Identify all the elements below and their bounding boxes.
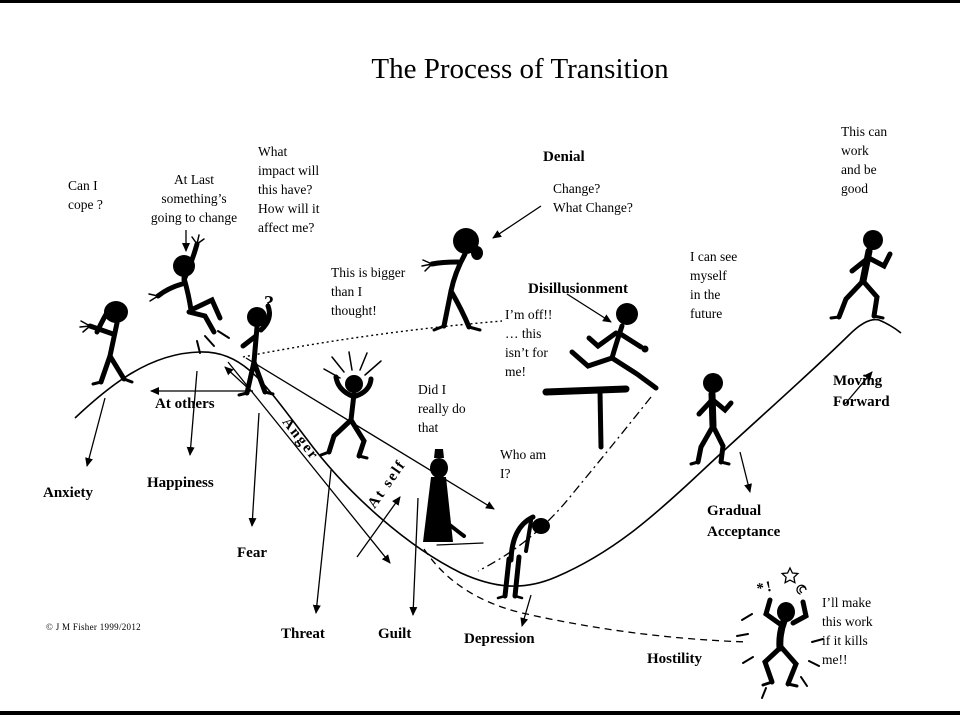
frustration-marks-glyph: *! — [755, 578, 775, 598]
figure-jumping-person — [148, 234, 230, 354]
question-mark-glyph: ? — [264, 292, 274, 314]
anxiety-arrow — [85, 397, 106, 467]
moving-forward-arrow — [844, 371, 873, 405]
page-title: The Process of Transition — [371, 53, 669, 85]
hostility-dashed-path — [423, 548, 749, 643]
figure-angry-person — [319, 351, 382, 460]
label-threat: Threat — [281, 626, 325, 642]
guilt-arrow — [409, 497, 419, 616]
fear-arrow — [248, 412, 260, 527]
thought-at-last: At Last something’s going to change — [150, 172, 238, 225]
spiral-doodle — [796, 584, 807, 595]
hurdle — [542, 385, 630, 450]
figure-hurdling-person — [569, 303, 659, 391]
happiness-arrow — [186, 370, 198, 456]
depression-arrow — [520, 594, 532, 627]
thought-what-impact: What impact will this have? How will it … — [258, 144, 320, 235]
thought-can-i-cope: Can I cope ? — [68, 178, 103, 212]
anger-slope-arrows — [227, 357, 495, 564]
star-doodle — [780, 566, 800, 584]
thought-this-is-bigger: This is bigger than I thought! — [331, 265, 406, 318]
figure-denial-person — [421, 228, 483, 332]
label-happiness: Happiness — [147, 475, 214, 491]
figure-anxious-person — [79, 301, 134, 386]
thought-did-i-really: Did I really do that — [418, 382, 466, 435]
figure-running-person — [829, 230, 893, 320]
copyright-notice: © J M Fisher 1999/2012 — [46, 622, 141, 632]
thought-who-am-i: Who am I? — [500, 447, 547, 481]
thought-im-off: I’m off!! … this isn’t for me! — [505, 307, 553, 379]
figure-depressed-person — [496, 514, 550, 600]
thought-i-can-see: I can see myself in the future — [690, 249, 738, 321]
label-denial: Denial — [543, 149, 585, 165]
figure-pondering-person — [237, 303, 275, 397]
main-transition-curve — [74, 318, 902, 587]
label-anxiety: Anxiety — [43, 485, 93, 501]
at-self-arrow — [356, 496, 401, 558]
hump-arrow — [224, 366, 251, 391]
label-at-others: At others — [155, 396, 215, 412]
threat-arrow — [312, 469, 332, 614]
label-arrows — [85, 205, 873, 627]
label-depression: Depression — [464, 631, 535, 647]
denial-dotted-path — [242, 320, 503, 358]
label-guilt: Guilt — [378, 626, 412, 642]
thought-ill-make: I’ll make this work if it kills me!! — [822, 595, 873, 667]
figure-walking-person — [689, 373, 734, 466]
label-fear: Fear — [237, 545, 267, 561]
disillusionment-dashdot-path — [477, 396, 652, 572]
thought-this-can-work: This can work and be good — [841, 124, 888, 196]
label-moving-forward: Moving Forward — [833, 373, 890, 410]
thought-change: Change? What Change? — [553, 181, 633, 215]
slide-border-top — [0, 0, 960, 3]
label-disillusionment: Disillusionment — [528, 281, 629, 297]
gradual-acceptance-arrow — [739, 451, 752, 493]
label-hostility: Hostility — [647, 651, 702, 667]
label-gradual-acceptance: Gradual Acceptance — [707, 503, 781, 540]
figure-frustrated-person — [736, 566, 824, 699]
change-arrow — [492, 205, 542, 239]
slide-border-bottom — [0, 711, 960, 715]
figure-guilt-person — [423, 449, 484, 546]
disillusionment-arrow — [566, 293, 612, 323]
